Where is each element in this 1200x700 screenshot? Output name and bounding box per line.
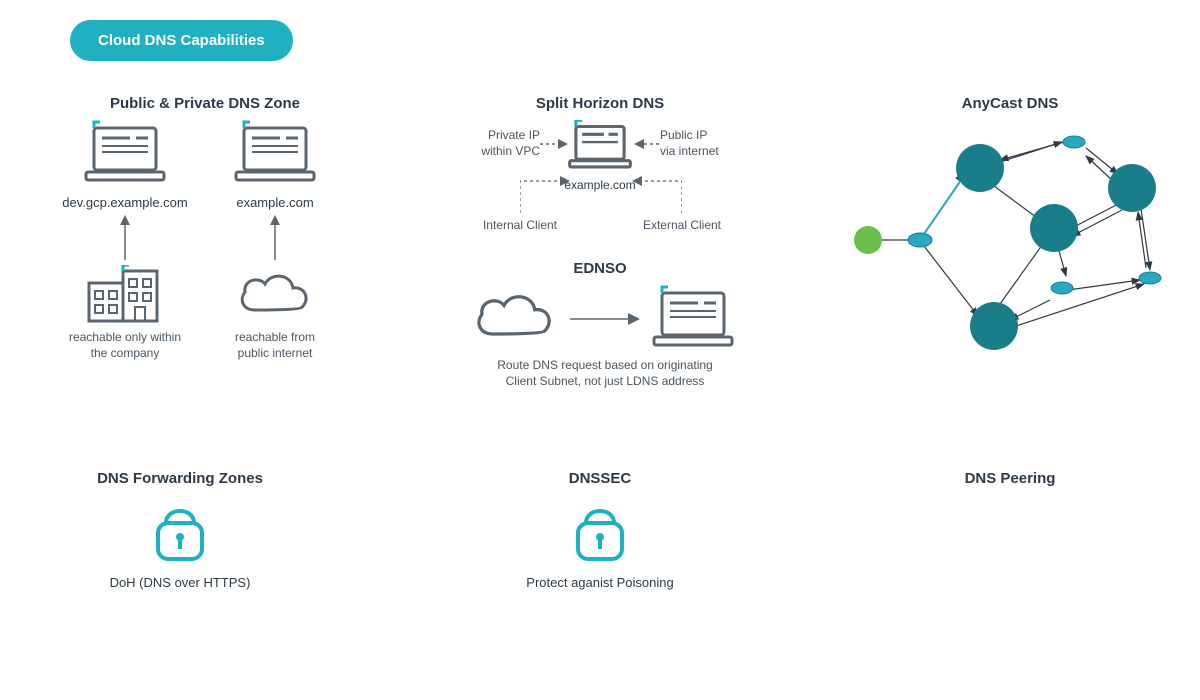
- dashed-connector-icon: [632, 175, 682, 215]
- ednso-caption: Route DNS request based on originating C…: [460, 358, 750, 389]
- internal-client-label: Internal Client: [470, 218, 570, 234]
- arrow-up-icon: [118, 215, 132, 260]
- dashed-arrow-right-icon: [540, 138, 568, 150]
- dnssec-title: DNSSEC: [500, 470, 700, 487]
- external-client-label: External Client: [632, 218, 732, 234]
- forwarding-caption: DoH (DNS over HTTPS): [90, 575, 270, 590]
- laptop-icon: [648, 285, 738, 355]
- laptop-icon: [80, 120, 170, 190]
- cloud-icon: [235, 270, 315, 320]
- public-ip-label: Public IP via internet: [660, 128, 740, 159]
- arrow-right-icon: [570, 312, 640, 326]
- peering-title: DNS Peering: [920, 470, 1100, 487]
- laptop-icon: [230, 120, 320, 190]
- header-pill: Cloud DNS Capabilities: [70, 20, 293, 61]
- forwarding-title: DNS Forwarding Zones: [70, 470, 290, 487]
- cloud-icon: [470, 290, 560, 345]
- anycast-title: AnyCast DNS: [870, 95, 1150, 112]
- dev-domain-label: dev.gcp.example.com: [60, 195, 190, 210]
- dashed-arrow-left-icon: [634, 138, 662, 150]
- reachable-company-label: reachable only within the company: [60, 330, 190, 361]
- dnssec-caption: Protect aganist Poisoning: [510, 575, 690, 590]
- building-icon: [85, 265, 165, 325]
- example-domain-label: example.com: [225, 195, 325, 210]
- reachable-internet-label: reachable from public internet: [225, 330, 325, 361]
- split-horizon-title: Split Horizon DNS: [460, 95, 740, 112]
- private-ip-label: Private IP within VPC: [460, 128, 540, 159]
- arrow-up-icon: [268, 215, 282, 260]
- public-private-title: Public & Private DNS Zone: [70, 95, 340, 112]
- laptop-icon: [565, 120, 635, 175]
- ednso-title: EDNSO: [460, 260, 740, 277]
- anycast-network-diagram: [850, 120, 1170, 360]
- lock-icon: [150, 495, 210, 565]
- dashed-connector-icon: [520, 175, 570, 215]
- lock-icon: [570, 495, 630, 565]
